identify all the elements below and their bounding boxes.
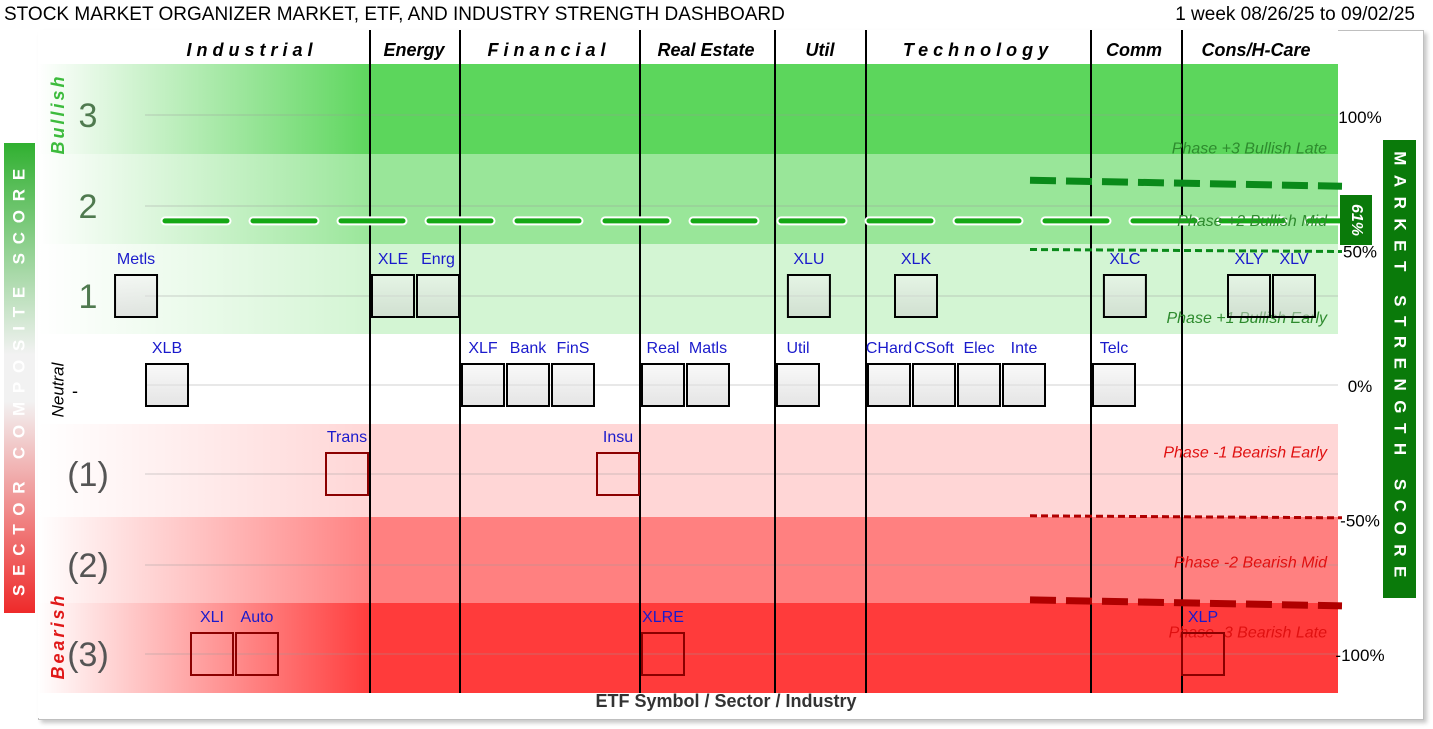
symbol-label-metls: Metls — [117, 251, 155, 268]
symbol-label-xlp: XLP — [1188, 609, 1218, 626]
symbol-box-xlk[interactable] — [894, 274, 938, 318]
phase-label-1: Phase +3 Bullish Late — [1172, 140, 1327, 157]
symbol-box-xlc[interactable] — [1102, 274, 1147, 318]
symbol-label-xle: XLE — [378, 251, 408, 268]
strength-tick-50: 50% — [1343, 243, 1377, 262]
market-strength-score-bar — [1383, 140, 1416, 598]
top-margin — [38, 30, 1338, 64]
symbol-box-telc[interactable] — [1092, 363, 1136, 407]
symbol-label-telc: Telc — [1100, 340, 1128, 357]
symbol-label-inte: Inte — [1011, 340, 1038, 357]
sector-header-comm: Comm — [1106, 40, 1162, 60]
sector-header-industrial: Industrial — [186, 40, 317, 60]
bottom-margin — [38, 693, 1338, 718]
score-tick-3: (3) — [67, 636, 109, 674]
sector-header-util: Util — [806, 40, 836, 60]
symbol-label-util: Util — [786, 340, 809, 357]
symbol-box-auto[interactable] — [235, 632, 279, 676]
symbol-label-xlv: XLV — [1279, 251, 1308, 268]
symbol-label-xlf: XLF — [468, 340, 498, 357]
phase-label-2: Phase +2 Bullish Mid — [1177, 213, 1328, 230]
phase-label-5: Phase -2 Bearish Mid — [1174, 555, 1328, 572]
market-strength-score-title: MARKET STRENGTH SCORE — [1391, 151, 1410, 587]
sector-header-real-estate: Real Estate — [657, 40, 754, 60]
sector-header-financial: Financial — [487, 40, 610, 60]
symbol-label-xlc: XLC — [1109, 251, 1140, 268]
sector-composite-score-title: SECTOR COMPOSITE SCORE — [9, 160, 28, 596]
date-range: 1 week 08/26/25 to 09/02/25 — [1175, 4, 1415, 25]
phase-label-4: Phase -1 Bearish Early — [1163, 444, 1328, 461]
symbol-label-chard: CHard — [866, 340, 912, 357]
symbol-box-xlb[interactable] — [145, 363, 189, 407]
x-axis-label: ETF Symbol / Sector / Industry — [595, 691, 856, 711]
symbol-label-real: Real — [647, 340, 680, 357]
symbol-label-trans: Trans — [327, 429, 367, 446]
sector-header-cons-h-care: Cons/H-Care — [1201, 40, 1310, 60]
symbol-box-xle[interactable] — [371, 274, 415, 318]
zone-word-bearish: Bearish — [48, 592, 68, 679]
symbol-label-xli: XLI — [200, 609, 224, 626]
symbol-label-xlk: XLK — [901, 251, 932, 268]
sector-composite-score-bar — [4, 143, 35, 613]
symbol-box-xlre[interactable] — [641, 632, 685, 676]
symbol-box-bank[interactable] — [506, 363, 550, 407]
phase-threshold-line-1 — [1029, 176, 1343, 190]
strength-tick-100: 100% — [1338, 108, 1381, 127]
symbol-box-util[interactable] — [776, 363, 820, 407]
symbol-box-csoft[interactable] — [912, 363, 956, 407]
score-tick-1: 1 — [79, 278, 98, 316]
symbol-box-enrg[interactable] — [416, 274, 460, 318]
symbol-box-trans[interactable] — [325, 452, 369, 496]
symbol-box-inte[interactable] — [1002, 363, 1046, 407]
symbol-box-xlf[interactable] — [461, 363, 505, 407]
symbol-label-xlre: XLRE — [642, 609, 684, 626]
zone-word-neutral: Neutral — [48, 361, 67, 417]
score-tick-1: (1) — [67, 456, 109, 494]
symbol-label-auto: Auto — [241, 609, 274, 626]
symbol-label-enrg: Enrg — [421, 251, 455, 268]
score-tick-2: (2) — [67, 547, 109, 585]
phase-threshold-line-4 — [1029, 596, 1343, 610]
symbol-box-elec[interactable] — [957, 363, 1001, 407]
sector-header-energy: Energy — [383, 40, 445, 60]
symbol-label-matls: Matls — [689, 340, 727, 357]
symbol-box-fins[interactable] — [551, 363, 595, 407]
symbol-label-insu: Insu — [603, 429, 633, 446]
symbol-label-xly: XLY — [1234, 251, 1263, 268]
symbol-label-xlu: XLU — [793, 251, 824, 268]
strength-tick-0: 0% — [1348, 377, 1373, 396]
symbol-box-xly[interactable] — [1227, 274, 1271, 318]
score-tick-3: 3 — [79, 97, 98, 135]
symbol-label-fins: FinS — [557, 340, 590, 357]
market-strength-badge — [1340, 195, 1372, 245]
symbol-box-chard[interactable] — [867, 363, 911, 407]
symbol-box-xlp[interactable] — [1181, 632, 1225, 676]
strength-tick-100: -100% — [1335, 646, 1384, 665]
dashboard-title: STOCK MARKET ORGANIZER MARKET, ETF, AND … — [4, 4, 785, 25]
symbol-box-xlu[interactable] — [786, 274, 831, 318]
zone-word-bullish: Bullish — [48, 73, 68, 154]
market-strength-value: 61% — [1348, 204, 1365, 236]
sector-header-technology: Technology — [903, 40, 1053, 60]
symbol-label-xlb: XLB — [152, 340, 182, 357]
score-tick-: - — [72, 381, 78, 401]
symbol-box-metls[interactable] — [114, 274, 159, 318]
symbol-label-elec: Elec — [963, 340, 994, 357]
score-tick-2: 2 — [79, 188, 98, 226]
symbol-box-matls[interactable] — [686, 363, 730, 407]
symbol-box-real[interactable] — [641, 363, 685, 407]
phase-threshold-line-2 — [1029, 248, 1343, 253]
symbol-box-xlv[interactable] — [1272, 274, 1316, 318]
phase-label-6: Phase -3 Bearish Late — [1169, 624, 1327, 641]
symbol-box-insu[interactable] — [596, 452, 640, 496]
phase-threshold-line-3 — [1029, 514, 1343, 520]
strength-tick-50: -50% — [1340, 512, 1380, 531]
symbol-label-bank: Bank — [510, 340, 547, 357]
symbol-label-csoft: CSoft — [914, 340, 955, 357]
symbol-box-xli[interactable] — [190, 632, 234, 676]
